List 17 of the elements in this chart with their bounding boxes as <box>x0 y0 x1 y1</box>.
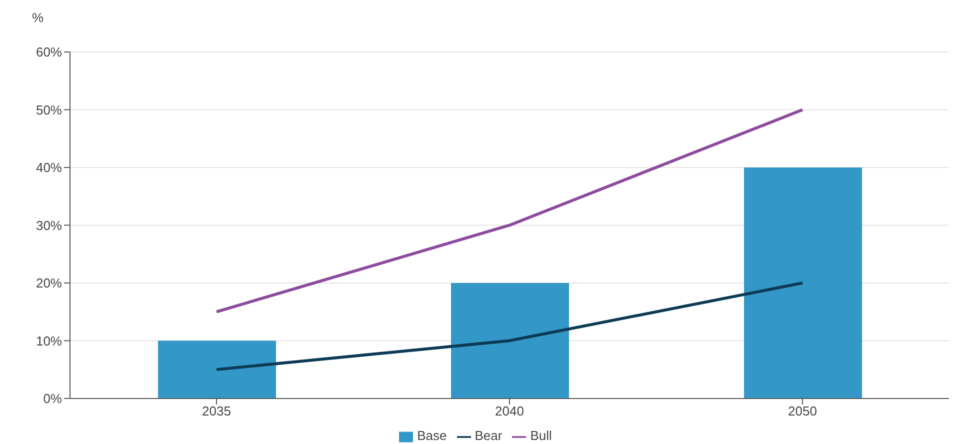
bar <box>158 340 276 398</box>
y-tick-label: 40% <box>36 160 62 176</box>
bar <box>744 167 862 398</box>
legend-label: Bear <box>474 428 502 444</box>
y-tick-label: 10% <box>36 333 62 348</box>
legend-label: Base <box>417 428 447 444</box>
y-tick-label: 60% <box>36 44 62 60</box>
y-tick-label: 50% <box>36 102 62 118</box>
y-axis-title: % <box>32 10 44 25</box>
y-tick-label: 30% <box>36 218 62 233</box>
legend-label: Bull <box>530 428 552 444</box>
bar <box>451 282 569 398</box>
x-tick-label: 2050 <box>788 404 817 419</box>
y-tick-label: 0% <box>43 391 62 406</box>
x-tick-label: 2040 <box>495 404 524 419</box>
y-tick-label: 20% <box>36 276 62 291</box>
x-tick-label: 2035 <box>202 404 231 419</box>
